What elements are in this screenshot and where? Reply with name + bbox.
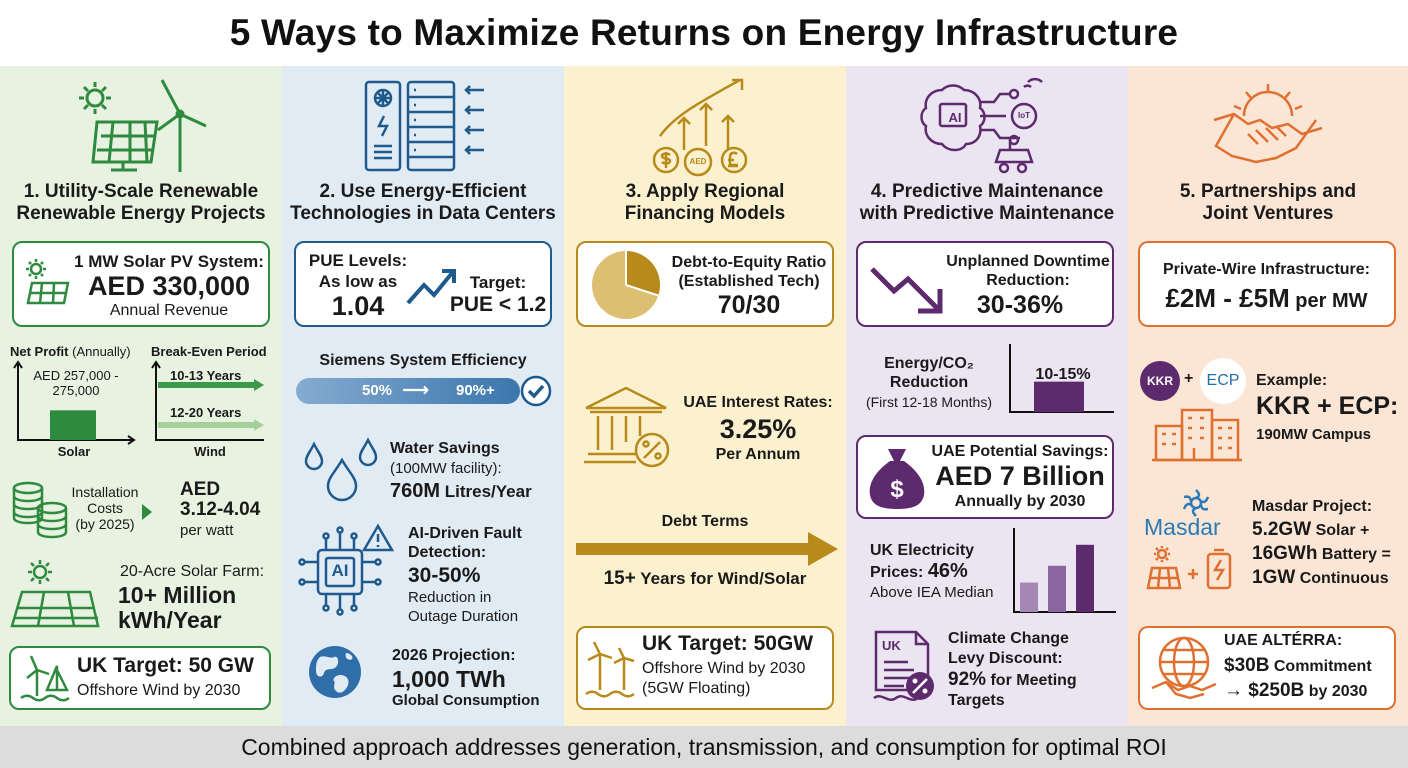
uk-price-chart	[1013, 528, 1116, 613]
alterra-values: $30B Commitment → $250B by 2030	[1224, 655, 1372, 701]
debt-equity-card: Debt-to-Equity Ratio (Established Tech) 7…	[576, 241, 834, 327]
globe-handshake-icon	[1151, 636, 1217, 700]
solar-farm-icon	[10, 560, 100, 628]
ai-chip-warning-icon	[298, 523, 395, 616]
rate-value: 3.25%	[719, 414, 797, 444]
column-renewable: 1. Utility-Scale Renewable Renewable Ener…	[0, 66, 282, 726]
column-predictive: AI IoT 4. Predictive Maintenance with Pre…	[846, 66, 1128, 726]
solar-wind-icon	[79, 79, 207, 172]
debt-value: 15+ Years for Wind/Solar	[603, 568, 807, 589]
server-rack-icon	[364, 80, 484, 172]
pw-value: £2M - £5M per MW	[1165, 283, 1368, 313]
uae-savings-card: $ UAE Potential Savings: AED 7 Billion A…	[856, 435, 1114, 519]
ecp-logo: ECP	[1200, 358, 1246, 404]
farm-value: 10+ Million kWh/Year	[118, 582, 237, 633]
co2-value: 10-15%	[1035, 366, 1091, 383]
ai-chip-label-4: AI	[948, 110, 962, 125]
solar-years: 10-13 Years	[170, 368, 242, 383]
siemens-efficiency-bar: 50% ⟶ 90%+	[296, 378, 520, 404]
break-even-chart	[151, 360, 264, 441]
wind-turbines-icon	[585, 641, 635, 698]
net-profit-chart	[13, 360, 136, 445]
column-data-centers: 2. Use Energy-Efficient Technologies in D…	[282, 66, 564, 726]
money-growth-icon	[652, 78, 748, 177]
install-label: Installation Costs (by 2025)	[71, 484, 139, 532]
masdar-logo-icon	[1182, 489, 1210, 517]
siemens-label: Siemens System Efficiency	[319, 352, 527, 369]
uk-target-card-3: UK Target: 50GW Offshore Wind by 2030 (5G…	[576, 626, 834, 710]
co2-bar	[1034, 381, 1084, 412]
coins-icon	[12, 481, 68, 539]
campus-buildings-icon	[1152, 408, 1242, 462]
ai-brain-iot-icon	[920, 77, 1043, 174]
bank-percent-icon	[584, 386, 670, 468]
solar-axis-label: Solar	[57, 444, 91, 459]
masdar-values: 5.2GW Solar + 16GWh Battery = 1GW Contin…	[1252, 519, 1391, 588]
downtime-card: Unplanned Downtime Reduction: 30-36%	[856, 241, 1114, 327]
wind-boat-icon	[20, 655, 70, 702]
uk-target-card: UK Target: 50 GW Offshore Wind by 2030	[9, 646, 271, 710]
net-profit-label: Net Profit	[10, 344, 69, 359]
column-title: 3. Apply Regional Financing Models	[624, 181, 786, 224]
column-partnerships: 5. Partnerships and Joint Ventures Privat…	[1128, 66, 1408, 726]
water-drops-icon	[304, 437, 378, 502]
iot-label: IoT	[1018, 111, 1030, 120]
levy-document-icon	[873, 630, 934, 701]
projection-value: 1,000 TWh	[392, 666, 506, 692]
globe-icon	[309, 646, 361, 698]
svg-text:$: $	[890, 476, 904, 503]
alterra-card: UAE ALTÉRRA: $30B Commitment → $250B by …	[1138, 626, 1396, 710]
column-title: 1. Utility-Scale Renewable Renewable Ener…	[16, 181, 266, 224]
pie-chart-icon	[592, 251, 660, 319]
masdar-logo-text: Masdar	[1144, 514, 1221, 540]
pue-card: PUE Levels: As low as 1.04 Target: PUE < …	[294, 241, 552, 327]
trend-down-icon	[870, 267, 943, 314]
money-bag-icon: $	[869, 449, 925, 509]
trend-up-icon	[406, 269, 456, 305]
savings-value: AED 7 Billion	[935, 461, 1105, 491]
wind-axis-label: Wind	[194, 444, 226, 459]
footer-caption: Combined approach addresses generation, …	[0, 726, 1408, 768]
coin-aed-label: AED	[689, 157, 707, 166]
column-title: 5. Partnerships and Joint Ventures	[1179, 181, 1357, 224]
wind-years: 12-20 Years	[170, 405, 242, 420]
levy-uk-label: UK	[882, 638, 901, 653]
solar-revenue-card: 1 MW Solar PV System: AED 330,000 Annual…	[12, 241, 270, 327]
debt-terms-arrow	[576, 532, 838, 566]
co2-chart	[1009, 344, 1114, 413]
install-value: AED 3.12-4.04	[180, 479, 261, 520]
column-title: 4. Predictive Maintenance with Predictive…	[859, 181, 1115, 224]
profit-bar	[50, 410, 96, 440]
column-financing: AED 3. Apply Regional Financing Models De…	[564, 66, 846, 726]
handshake-sun-icon	[1213, 84, 1323, 164]
downtime-value: 30-36%	[976, 291, 1064, 319]
check-circle-icon	[520, 375, 552, 407]
pue-value: 1.04	[331, 291, 385, 321]
water-value: 760M Litres/Year	[390, 480, 532, 502]
private-wire-card: Private-Wire Infrastructure: £2M - £5M p…	[1138, 241, 1396, 327]
chevron-right-icon	[142, 504, 152, 520]
solar-battery-icon	[1146, 546, 1232, 590]
column-title: 2. Use Energy-Efficient Technologies in D…	[290, 181, 556, 224]
uk-price-bar-2	[1048, 565, 1066, 612]
solar-panel-icon	[26, 259, 70, 305]
ai-value: 30-50%	[408, 564, 481, 587]
ai-chip-label: AI	[331, 561, 349, 580]
example-value: KKR + ECP:	[1256, 392, 1399, 420]
kkr-logo: KKR	[1140, 361, 1180, 401]
page-title: 5 Ways to Maximize Returns on Energy Inf…	[229, 12, 1179, 53]
uk-price-bar-3	[1076, 544, 1094, 612]
de-value: 70/30	[717, 291, 781, 319]
uk-price-bar-1	[1020, 582, 1038, 612]
break-even-label: Break-Even Period	[151, 344, 267, 359]
